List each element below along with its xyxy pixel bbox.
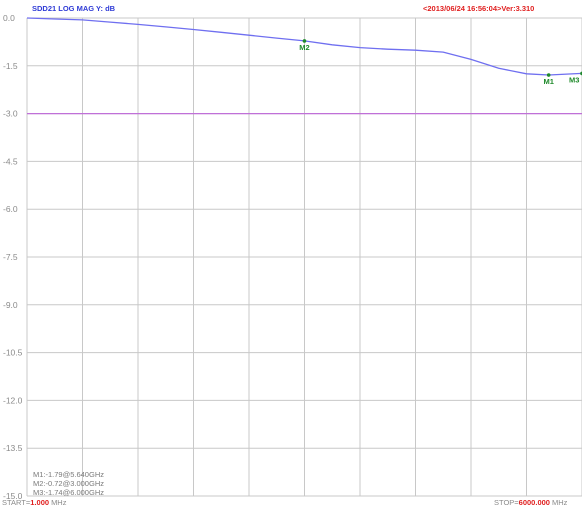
y-tick-label: -7.5 — [3, 252, 18, 262]
stop-unit: MHz — [552, 498, 568, 507]
start-unit: MHz — [51, 498, 67, 507]
marker-label-m2: M2 — [299, 43, 309, 52]
start-frequency: START=1.000 MHz — [2, 498, 67, 507]
marker-point-m1 — [546, 73, 551, 77]
y-tick-label: 0.0 — [3, 13, 15, 23]
chart-title: SDD21 LOG MAG Y: dB — [32, 4, 116, 13]
y-tick-label: -4.5 — [3, 156, 18, 166]
y-tick-label: -15.0 — [3, 491, 23, 501]
timestamp-version: <2013/06/24 16:56:04>Ver:3.310 — [423, 4, 534, 13]
y-tick-labels: 0.0 -1.5 -3.0 -4.5 -6.0 -7.5 -9.0 -10.5 -12.0 -13… — [3, 13, 23, 501]
stop-value: 6000.000 — [519, 498, 550, 507]
start-value: 1.000 — [30, 498, 49, 507]
y-tick-label: -9.0 — [3, 300, 18, 310]
y-tick-label: -6.0 — [3, 204, 18, 214]
y-tick-label: -13.5 — [3, 443, 23, 453]
readout-m2: M2:-0.72@3.000GHz — [33, 479, 104, 488]
y-tick-label: -1.5 — [3, 61, 18, 71]
marker-point-m2 — [302, 39, 307, 43]
stop-label: STOP= — [494, 498, 519, 507]
readout-m3: M3:-1.74@6.000GHz — [33, 488, 104, 497]
marker-label-m1: M1 — [543, 77, 553, 86]
y-tick-label: -12.0 — [3, 395, 23, 405]
marker-label-m3: M3 — [569, 75, 579, 84]
readout-m1: M1:-1.79@5.640GHz — [33, 470, 104, 479]
marker-layer: M1 M2 M3 — [299, 39, 582, 86]
marker-readouts: M1:-1.79@5.640GHz M2:-0.72@3.000GHz M3:-… — [33, 470, 104, 497]
start-label: START= — [2, 498, 31, 507]
y-tick-label: -3.0 — [3, 109, 18, 119]
stop-frequency: STOP=6000.000 MHz — [494, 498, 568, 507]
y-tick-label: -10.5 — [3, 348, 23, 358]
